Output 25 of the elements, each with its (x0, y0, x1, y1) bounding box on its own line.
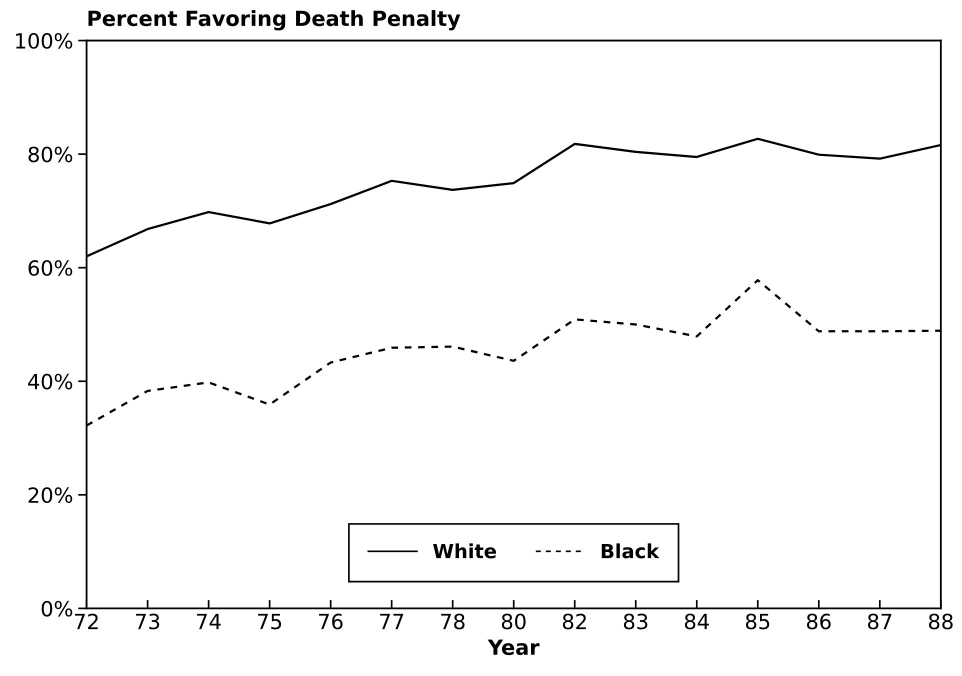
y-tick-label: 40% (28, 374, 72, 390)
x-tick-label: 76 (319, 614, 343, 630)
x-tick-label: 73 (136, 614, 160, 630)
x-tick-label: 78 (441, 614, 465, 630)
x-tick-label: 87 (868, 614, 892, 630)
chart-title: Percent Favoring Death Penalty (88, 10, 460, 30)
y-tick-label: 80% (28, 146, 72, 162)
legend-label: White (433, 543, 496, 558)
x-tick-label: 74 (197, 614, 221, 630)
x-tick-label: 83 (624, 614, 648, 630)
y-tick-label: 0% (42, 600, 72, 617)
x-tick-label: 88 (928, 614, 953, 630)
x-tick-label: 72 (75, 614, 98, 630)
x-tick-label: 82 (562, 614, 586, 630)
x-tick-label: 75 (258, 614, 282, 630)
x-tick-label: 84 (684, 614, 709, 630)
legend-label: Black (602, 543, 660, 558)
x-tick-label: 86 (806, 614, 831, 630)
y-tick-label: 100% (16, 33, 72, 49)
x-tick-label: 80 (502, 614, 526, 630)
x-tick-label: 85 (746, 614, 770, 630)
x-tick-label: 77 (380, 614, 404, 630)
y-tick-label: 60% (28, 260, 72, 276)
x-axis-title: Year (488, 640, 540, 656)
y-tick-label: 20% (28, 487, 72, 504)
